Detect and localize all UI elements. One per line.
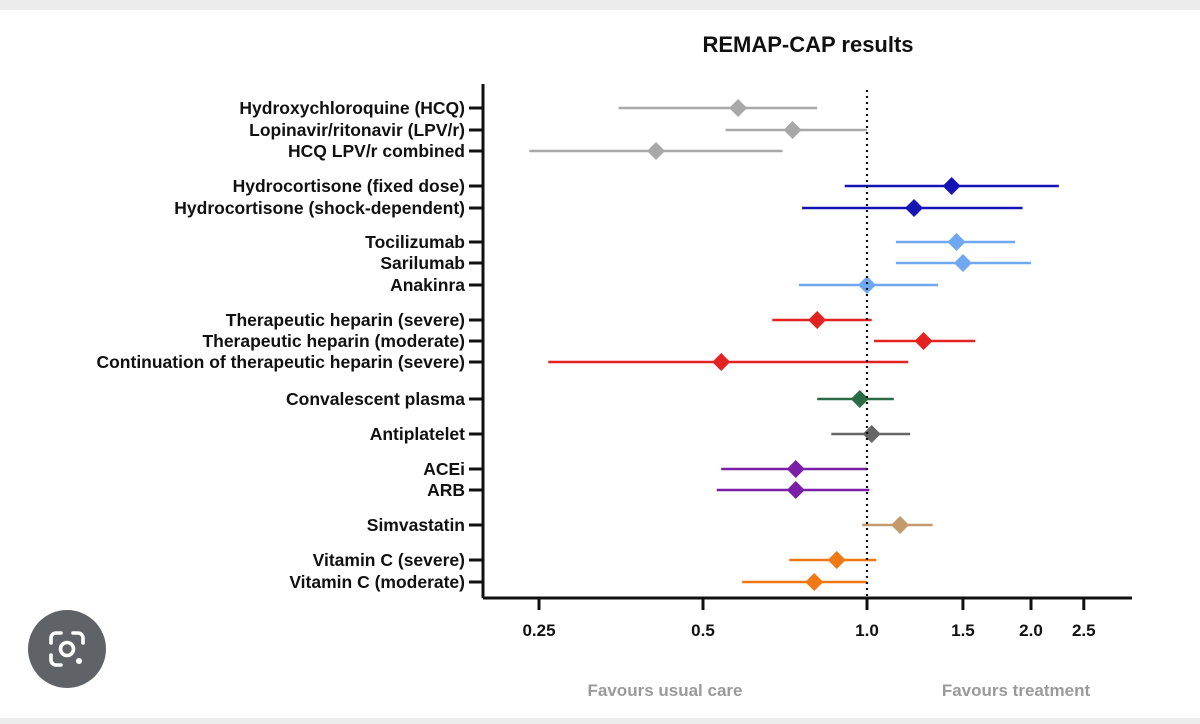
estimate-diamond: [647, 142, 666, 160]
estimate-diamond: [891, 516, 910, 534]
x-tick-label: 0.25: [522, 621, 555, 640]
row-label: ARB: [427, 480, 465, 500]
google-lens-button[interactable]: [28, 610, 106, 688]
row-label: Sarilumab: [380, 253, 465, 273]
estimate-diamond: [942, 177, 961, 195]
estimate-diamond: [862, 425, 881, 443]
row-label: Lopinavir/ritonavir (LPV/r): [249, 120, 465, 140]
top-border: [0, 0, 1200, 10]
estimate-diamond: [827, 551, 846, 569]
x-tick-label: 2.5: [1072, 621, 1096, 640]
x-axis-ticks: 0.25 0.5 1.0 1.5 2.0 2.5: [522, 598, 1096, 640]
row-label: Tocilizumab: [365, 232, 465, 252]
estimate-diamond: [905, 199, 924, 217]
row-label: Hydroxychloroquine (HCQ): [239, 98, 465, 118]
estimate-diamond: [729, 99, 748, 117]
estimate-diamond: [953, 254, 972, 272]
estimate-diamond: [786, 460, 805, 478]
estimate-diamond: [712, 353, 731, 371]
estimate-diamond: [850, 390, 869, 408]
row-label: Simvastatin: [367, 515, 465, 535]
row-label: ACEi: [423, 459, 465, 479]
bottom-border: [0, 718, 1200, 724]
x-tick-label: 1.0: [855, 621, 879, 640]
y-axis-ticks: [469, 106, 483, 584]
chart-title: REMAP-CAP results: [702, 32, 913, 57]
row-label: Vitamin C (moderate): [289, 572, 465, 592]
favours-left-label: Favours usual care: [588, 681, 743, 700]
row-label: HCQ LPV/r combined: [288, 141, 465, 161]
estimate-markers: [647, 99, 972, 591]
estimate-diamond: [914, 332, 933, 350]
row-label: Convalescent plasma: [286, 389, 465, 409]
x-tick-label: 0.5: [691, 621, 715, 640]
x-tick-label: 1.5: [951, 621, 975, 640]
row-label: Hydrocortisone (shock-dependent): [174, 198, 465, 218]
row-label: Anakinra: [390, 275, 465, 295]
estimate-diamond: [858, 276, 876, 294]
row-labels: Hydroxychloroquine (HCQ)Lopinavir/ritona…: [96, 98, 465, 592]
estimate-diamond: [808, 311, 827, 329]
row-label: Vitamin C (severe): [313, 550, 465, 570]
favours-right-label: Favours treatment: [942, 681, 1091, 700]
estimate-diamond: [805, 573, 824, 591]
estimate-diamond: [786, 481, 805, 499]
row-label: Hydrocortisone (fixed dose): [233, 176, 465, 196]
row-label: Continuation of therapeutic heparin (sev…: [96, 352, 465, 372]
row-label: Therapeutic heparin (severe): [226, 310, 465, 330]
x-tick-label: 2.0: [1019, 621, 1043, 640]
row-label: Therapeutic heparin (moderate): [202, 331, 465, 351]
row-label: Antiplatelet: [370, 424, 465, 444]
google-lens-icon: [49, 631, 85, 667]
estimate-diamond: [947, 233, 966, 251]
confidence-intervals: [529, 106, 1059, 584]
estimate-diamond: [783, 121, 802, 139]
